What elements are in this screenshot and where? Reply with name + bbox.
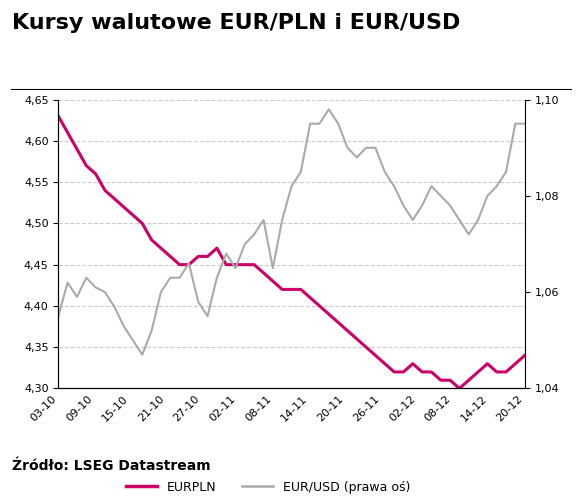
- Text: Źródło: LSEG Datastream: Źródło: LSEG Datastream: [12, 459, 210, 473]
- Legend: EURPLN, EUR/USD (prawa oś): EURPLN, EUR/USD (prawa oś): [121, 476, 416, 498]
- Text: Kursy walutowe EUR/PLN i EUR/USD: Kursy walutowe EUR/PLN i EUR/USD: [12, 13, 460, 33]
